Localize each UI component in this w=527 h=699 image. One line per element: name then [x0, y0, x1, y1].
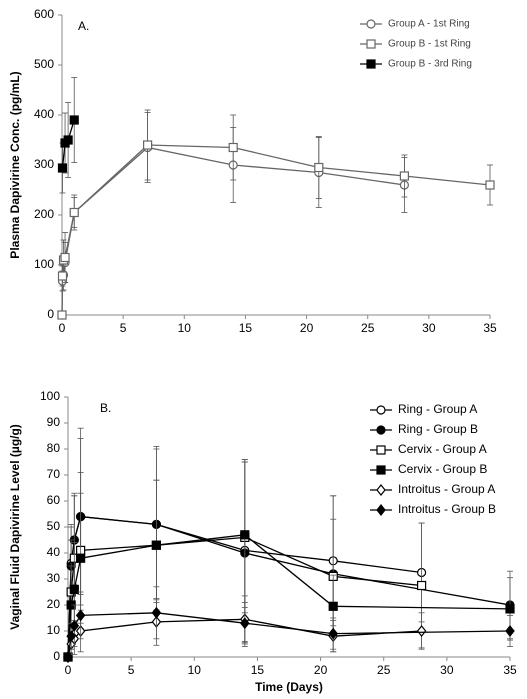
y-tick-label: 400 [34, 107, 54, 121]
y-tick-label: 100 [40, 389, 60, 403]
data-point [60, 252, 70, 263]
series-line [61, 144, 491, 316]
legend-label: Group B - 1st Ring [388, 39, 471, 50]
data-point [505, 604, 515, 614]
series-line [67, 612, 511, 658]
data-point [76, 553, 86, 563]
x-tick-label: 30 [440, 663, 454, 677]
x-tick-label: 10 [188, 663, 202, 677]
y-tick-label: 50 [47, 519, 61, 533]
legend-label: Introitus - Group B [398, 502, 496, 516]
legend-marker [376, 484, 386, 496]
x-tick-label: 0 [65, 663, 72, 677]
legend-label: Cervix - Group B [398, 462, 487, 476]
data-point [69, 584, 79, 595]
data-point [485, 180, 495, 190]
x-tick-label: 25 [361, 321, 375, 335]
legend-marker [376, 445, 386, 455]
y-tick-label: 200 [34, 207, 54, 221]
x-tick-label: 5 [120, 321, 127, 335]
data-point [417, 580, 427, 591]
x-tick-label: 15 [239, 321, 253, 335]
y-tick-label: 300 [34, 157, 54, 171]
y-tick-label: 40 [47, 545, 61, 559]
legend-label: Ring - Group B [398, 422, 478, 436]
x-tick-label: 20 [314, 663, 328, 677]
annotation: A. [78, 19, 89, 33]
x-tick-label: 30 [422, 321, 436, 335]
data-point [143, 140, 153, 150]
y-axis-title: Plasma Dapivirine Conc. (pg/mL) [8, 71, 22, 258]
data-point [416, 625, 427, 637]
y-tick-label: 10 [47, 623, 61, 637]
data-point [57, 163, 68, 173]
data-point [328, 627, 338, 640]
data-point [75, 609, 86, 622]
legend-marker [366, 59, 376, 69]
legend-label: Ring - Group A [398, 402, 477, 416]
data-point [69, 115, 79, 125]
annotation: B. [100, 401, 111, 415]
x-axis-title: Time (Days) [255, 680, 323, 694]
x-tick-label: 0 [59, 321, 66, 335]
legend-label: Introitus - Group A [398, 482, 495, 496]
x-tick-label: 5 [128, 663, 135, 677]
series-line [67, 515, 511, 658]
data-point [228, 142, 238, 153]
legend-marker [376, 465, 386, 475]
y-tick-label: 70 [47, 467, 61, 481]
legend-marker [376, 504, 386, 516]
y-tick-label: 90 [47, 415, 61, 429]
data-point [57, 310, 67, 320]
legend-label: Group B - 3rd Ring [388, 59, 472, 70]
x-tick-label: 20 [300, 321, 314, 335]
y-tick-label: 20 [47, 597, 61, 611]
data-point [63, 135, 73, 145]
legend-marker [366, 19, 376, 29]
y-tick-label: 0 [53, 649, 60, 663]
data-point [505, 625, 515, 637]
data-point [399, 171, 409, 181]
data-point [240, 617, 250, 630]
data-point [151, 540, 161, 550]
y-tick-label: 0 [47, 307, 54, 321]
data-point [314, 162, 324, 173]
data-point [69, 619, 80, 632]
series-line [67, 534, 511, 658]
x-tick-label: 25 [377, 663, 391, 677]
y-axis-title: Vaginal Fluid Dapivirine Level (µg/g) [8, 424, 22, 630]
y-tick-label: 600 [34, 7, 54, 21]
x-tick-label: 10 [178, 321, 192, 335]
y-tick-label: 30 [47, 571, 61, 585]
y-tick-label: 80 [47, 441, 61, 455]
data-point [328, 601, 338, 611]
y-tick-label: 60 [47, 493, 61, 507]
x-tick-label: 35 [503, 663, 517, 677]
x-tick-label: 15 [251, 663, 265, 677]
legend-label: Cervix - Group A [398, 442, 487, 456]
data-point [57, 271, 68, 281]
y-tick-label: 500 [34, 57, 54, 71]
data-point [63, 651, 73, 663]
x-tick-label: 35 [483, 321, 497, 335]
data-point [69, 207, 79, 218]
data-point [66, 630, 76, 643]
legend-marker [376, 425, 386, 435]
data-point [240, 530, 250, 540]
legend-marker [366, 39, 376, 49]
data-point [151, 606, 162, 619]
legend-marker [376, 405, 386, 415]
y-tick-label: 100 [34, 257, 54, 271]
legend-label: Group A - 1st Ring [388, 19, 470, 30]
